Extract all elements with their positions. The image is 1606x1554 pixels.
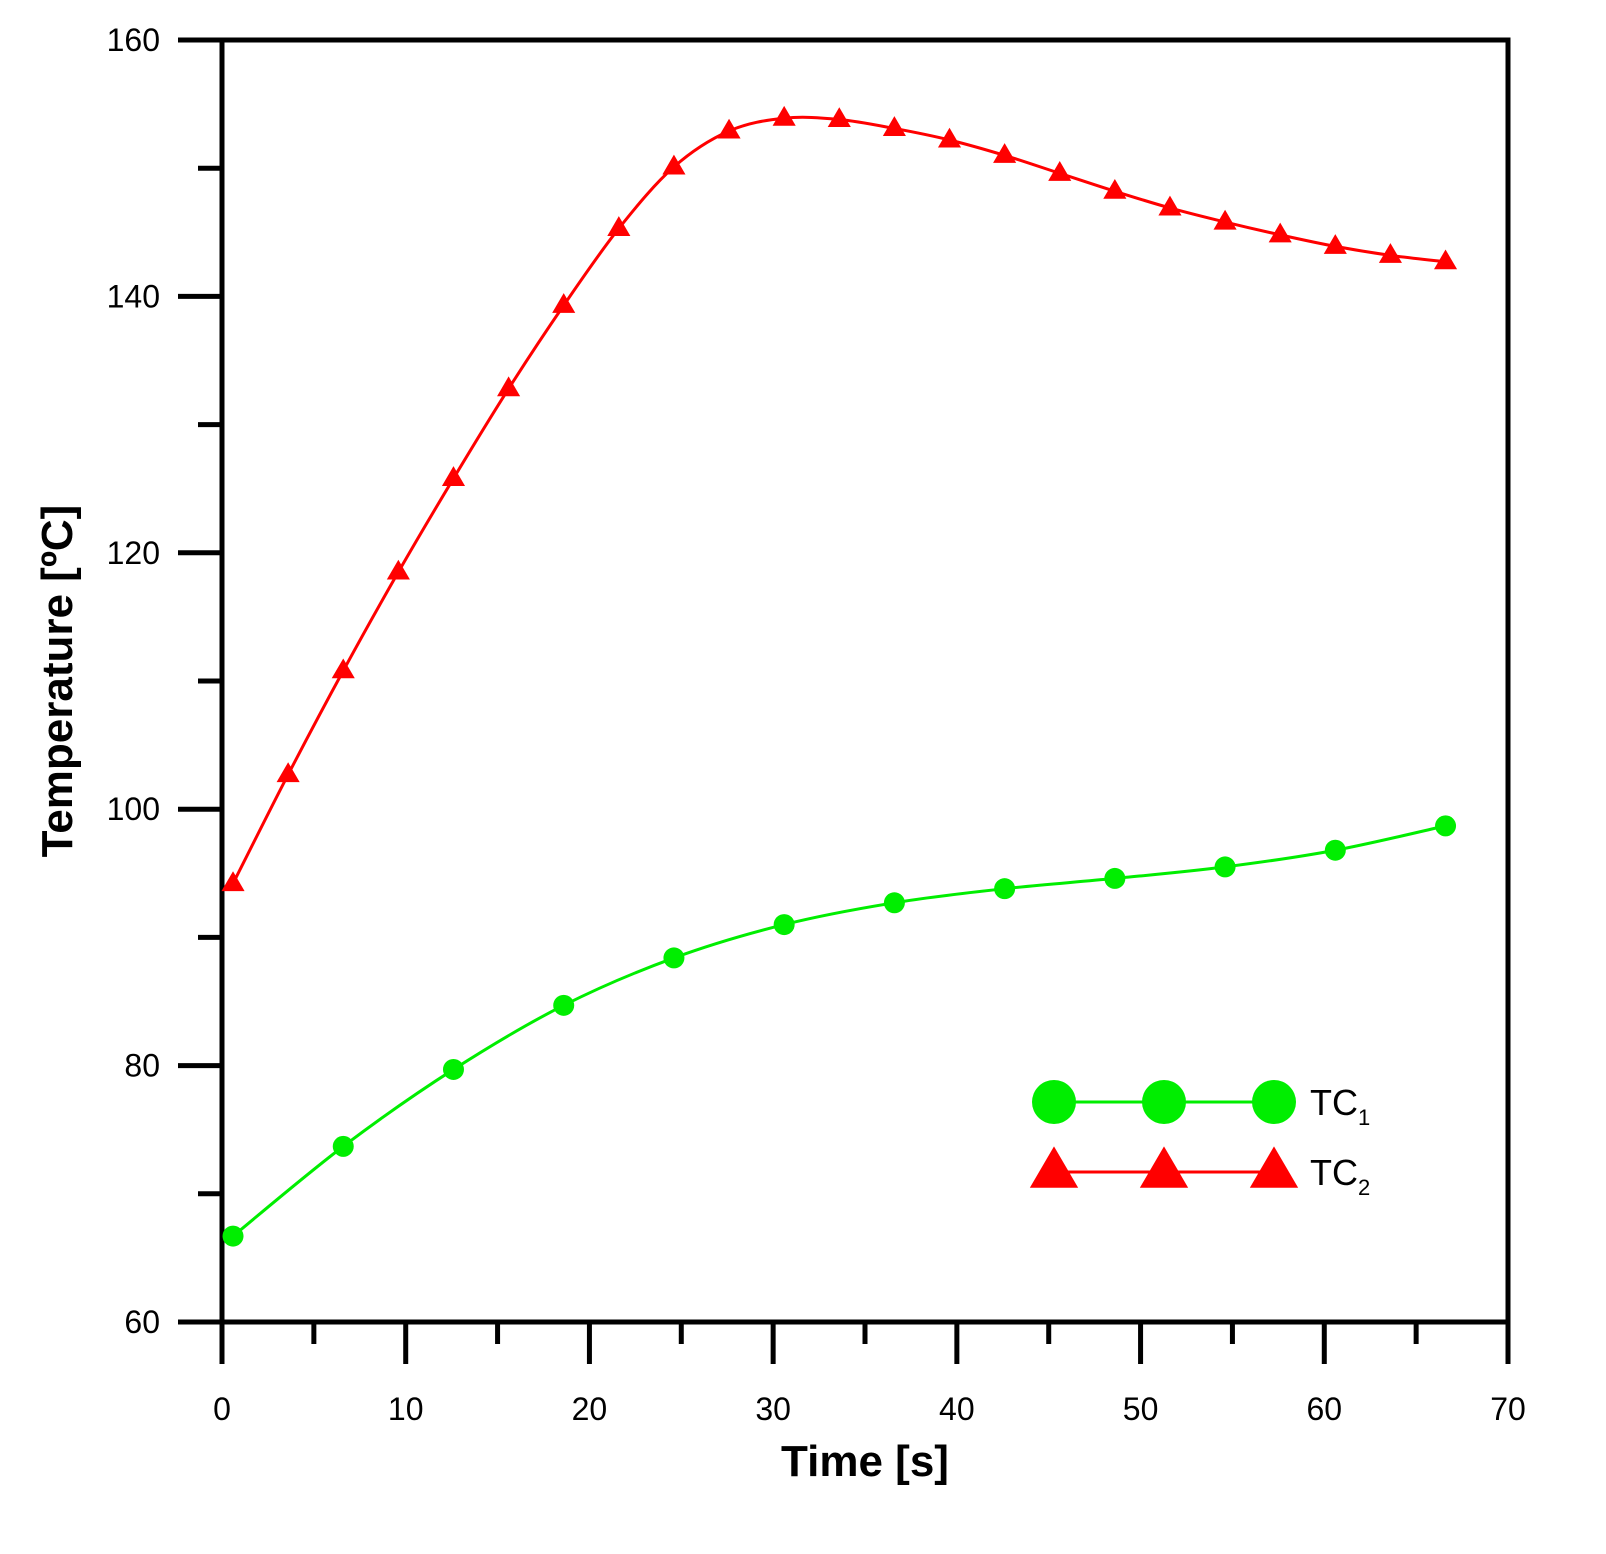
x-tick-label: 0 (213, 1391, 231, 1427)
legend-marker (1142, 1080, 1186, 1124)
data-point (1435, 815, 1457, 837)
series-line (231, 115, 1446, 885)
data-point (827, 107, 851, 128)
legend-marker (1249, 1146, 1299, 1188)
x-tick-label: 60 (1306, 1391, 1342, 1427)
data-point (1378, 243, 1402, 263)
legend-label: TC2 (1310, 1152, 1370, 1200)
y-tick-label: 160 (107, 22, 160, 58)
legend-marker (1252, 1080, 1296, 1124)
plot-frame (219, 37, 1511, 1325)
data-point (1433, 249, 1458, 270)
data-point (663, 947, 685, 969)
y-tick-label: 140 (107, 278, 160, 314)
legend-marker (1029, 1146, 1079, 1188)
data-point (1213, 209, 1237, 230)
data-point (552, 293, 576, 313)
legend-item: TC1 (1032, 1080, 1370, 1130)
x-axis-title: Time [s] (781, 1437, 949, 1486)
data-point (937, 127, 962, 148)
x-tick-label: 70 (1490, 1391, 1526, 1427)
series-layer (221, 105, 1458, 1247)
data-point (883, 892, 905, 914)
data-point (386, 559, 410, 580)
series-tc1 (222, 815, 1457, 1247)
x-tick-label: 40 (939, 1391, 975, 1427)
legend-item: TC2 (1029, 1146, 1370, 1200)
data-point (1104, 867, 1126, 889)
x-tick-label: 10 (388, 1391, 424, 1427)
series-tc2 (221, 105, 1458, 892)
data-point (994, 878, 1016, 900)
y-tick-label: 80 (124, 1048, 160, 1084)
data-point (1324, 839, 1346, 861)
axis-ticks: 0 10 20 30 40 50 60 70 60 80 100 120 140 160 (107, 22, 1526, 1427)
data-point (772, 105, 796, 126)
legend-marker (1032, 1080, 1076, 1124)
data-point (993, 143, 1017, 163)
data-point (662, 154, 686, 175)
x-tick-label: 20 (572, 1391, 608, 1427)
data-point (1103, 179, 1127, 199)
data-point (221, 871, 245, 892)
data-point (607, 216, 631, 236)
y-tick-label: 60 (124, 1304, 160, 1340)
y-tick-label: 120 (107, 535, 160, 571)
data-point (222, 1225, 244, 1247)
x-tick-label: 50 (1123, 1391, 1159, 1427)
data-point (773, 914, 795, 936)
data-point (332, 1135, 354, 1157)
data-point (331, 658, 355, 679)
x-tick-label: 30 (755, 1391, 791, 1427)
data-point (1214, 856, 1236, 878)
data-point (882, 116, 906, 136)
data-point (1158, 195, 1182, 216)
y-tick-label: 100 (107, 791, 160, 827)
data-point (717, 118, 741, 139)
data-point (553, 994, 575, 1016)
data-point (441, 466, 466, 486)
data-point (497, 376, 521, 397)
plot-area: 0 10 20 30 40 50 60 70 60 80 100 120 140 160 (107, 22, 1526, 1427)
legend-label: TC1 (1310, 1082, 1370, 1130)
data-point (1323, 234, 1347, 254)
legend-marker (1139, 1146, 1189, 1188)
y-axis-title: Temperature [ºC] (33, 505, 82, 858)
data-point (1048, 161, 1072, 181)
data-point (1268, 222, 1292, 243)
data-point (442, 1058, 464, 1080)
data-point (276, 762, 300, 783)
